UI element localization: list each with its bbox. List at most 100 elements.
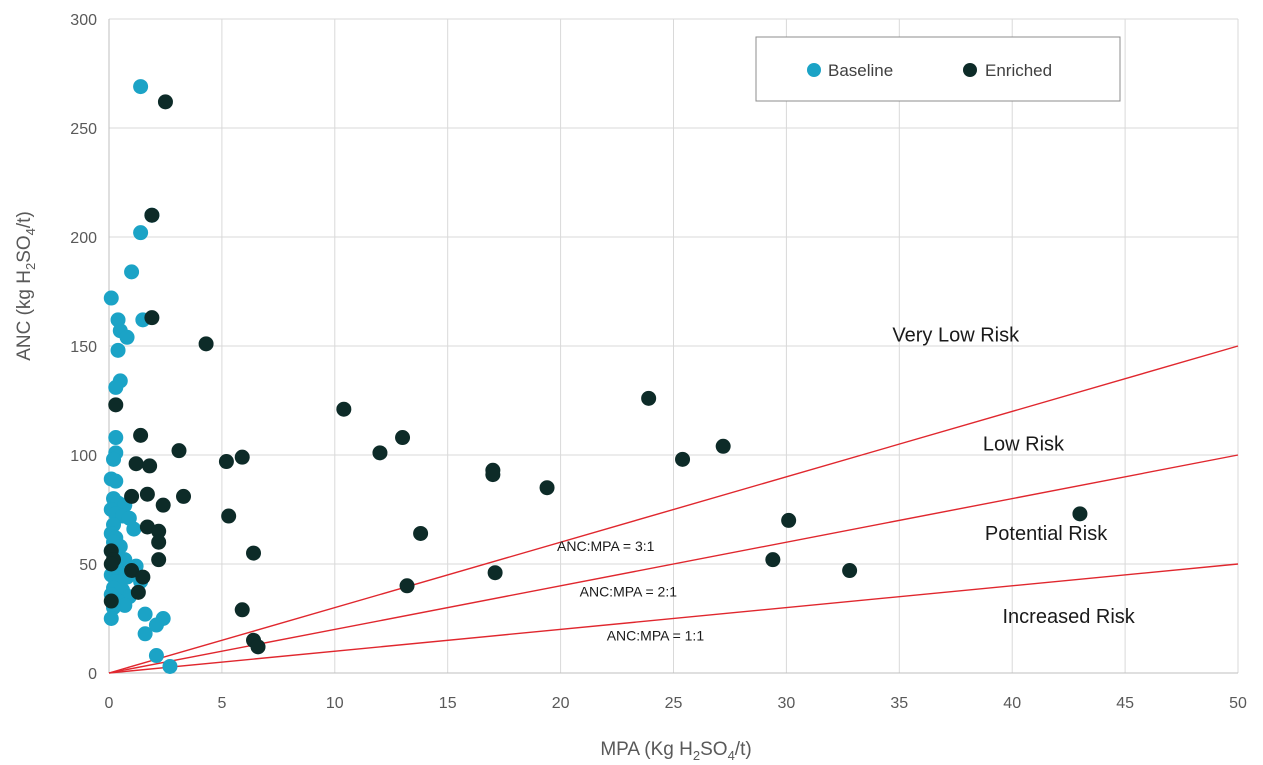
x-axis-title: MPA (Kg H2SO4/t) [600,739,751,763]
enriched-point [171,443,187,459]
x-tick-label: 45 [1116,695,1134,712]
baseline-point [110,342,126,358]
ratio-label: ANC:MPA = 3:1 [557,538,655,554]
enriched-point [234,602,250,618]
baseline-point [133,225,149,241]
grid [109,18,1239,673]
baseline-point [148,617,164,633]
x-tick-label: 40 [1003,695,1021,712]
risk-zone-label: Low Risk [983,434,1065,456]
enriched-point [218,454,234,470]
enriched-point [487,565,503,581]
enriched-point [142,458,158,474]
y-tick-label: 50 [79,557,97,574]
baseline-point [103,290,119,306]
y-tick-label: 300 [70,12,97,29]
baseline-point [162,658,178,674]
ratio-line-3-1 [108,345,1239,674]
enriched-point [124,563,140,579]
baseline-point [108,473,124,489]
x-tick-label: 30 [778,695,796,712]
enriched-point [641,390,657,406]
baseline-point [137,626,153,642]
legend-label-enriched: Enriched [985,61,1052,80]
risk-zone-label: Very Low Risk [892,325,1020,347]
enriched-point [485,467,501,483]
baseline-point [124,264,140,280]
x-tick-label: 50 [1229,695,1247,712]
x-tick-label: 20 [552,695,570,712]
ratio-label: ANC:MPA = 1:1 [607,627,705,643]
x-tick-label: 25 [665,695,683,712]
enriched-point [103,556,119,572]
baseline-point [119,329,135,345]
y-tick-label: 150 [70,339,97,356]
enriched-point [395,430,411,446]
enriched-point [765,552,781,568]
baseline-point [137,606,153,622]
x-tick-label: 0 [105,695,114,712]
enriched-point [221,508,237,524]
baseline-point [108,379,124,395]
enriched-point [372,445,388,461]
enriched-point [1072,506,1088,522]
enriched-point [108,397,124,413]
data-points [103,79,1088,674]
enriched-point [103,593,119,609]
enriched-point [128,456,144,472]
baseline-point [117,597,133,613]
baseline-point [133,79,149,95]
enriched-point [198,336,214,352]
enriched-point [151,523,167,539]
enriched-point [234,449,250,465]
enriched-point [144,207,160,223]
risk-zone-label: Potential Risk [985,523,1108,545]
series-enriched [103,94,1088,655]
baseline-point [117,552,133,568]
enriched-point [715,438,731,454]
y-tick-label: 200 [70,230,97,247]
legend-marker-enriched [963,63,977,77]
enriched-point [139,519,155,535]
risk-zone-label: Increased Risk [1003,606,1136,628]
baseline-point [148,648,164,664]
ratio-label: ANC:MPA = 2:1 [580,584,678,600]
enriched-point [139,486,155,502]
ratio-lines [108,345,1239,674]
baseline-point [106,451,122,467]
enriched-point [413,525,429,541]
y-tick-label: 0 [88,666,97,683]
legend-label-baseline: Baseline [828,61,893,80]
x-tick-label: 5 [217,695,226,712]
enriched-point [151,552,167,568]
enriched-point [336,401,352,417]
y-tick-label: 250 [70,121,97,138]
x-tick-label: 15 [439,695,457,712]
enriched-point [781,512,797,528]
enriched-point [246,545,262,561]
legend-marker-baseline [807,63,821,77]
enriched-point [155,497,171,513]
y-axis-title: ANC (kg H2SO4/t) [14,211,38,361]
enriched-point [675,451,691,467]
enriched-point [399,578,415,594]
x-tick-label: 10 [326,695,344,712]
tick-labels: 0 5 10 15 20 25 30 35 40 45 50 0 50 100 150 200 250 300 [70,12,1247,712]
enriched-point [157,94,173,110]
annotations: Very Low Risk Low Risk Potential Risk Incre… [557,325,1136,644]
enriched-point [176,488,192,504]
x-tick-label: 35 [890,695,908,712]
ratio-line-2-1 [108,454,1239,674]
enriched-point [144,310,160,326]
y-tick-label: 100 [70,448,97,465]
series-baseline [103,79,178,674]
enriched-point [124,488,140,504]
enriched-point [539,480,555,496]
enriched-point [250,639,266,655]
baseline-point [108,430,124,446]
enriched-point [130,584,146,600]
ratio-line-1-1 [108,563,1239,674]
baseline-point [126,521,142,537]
enriched-point [133,427,149,443]
